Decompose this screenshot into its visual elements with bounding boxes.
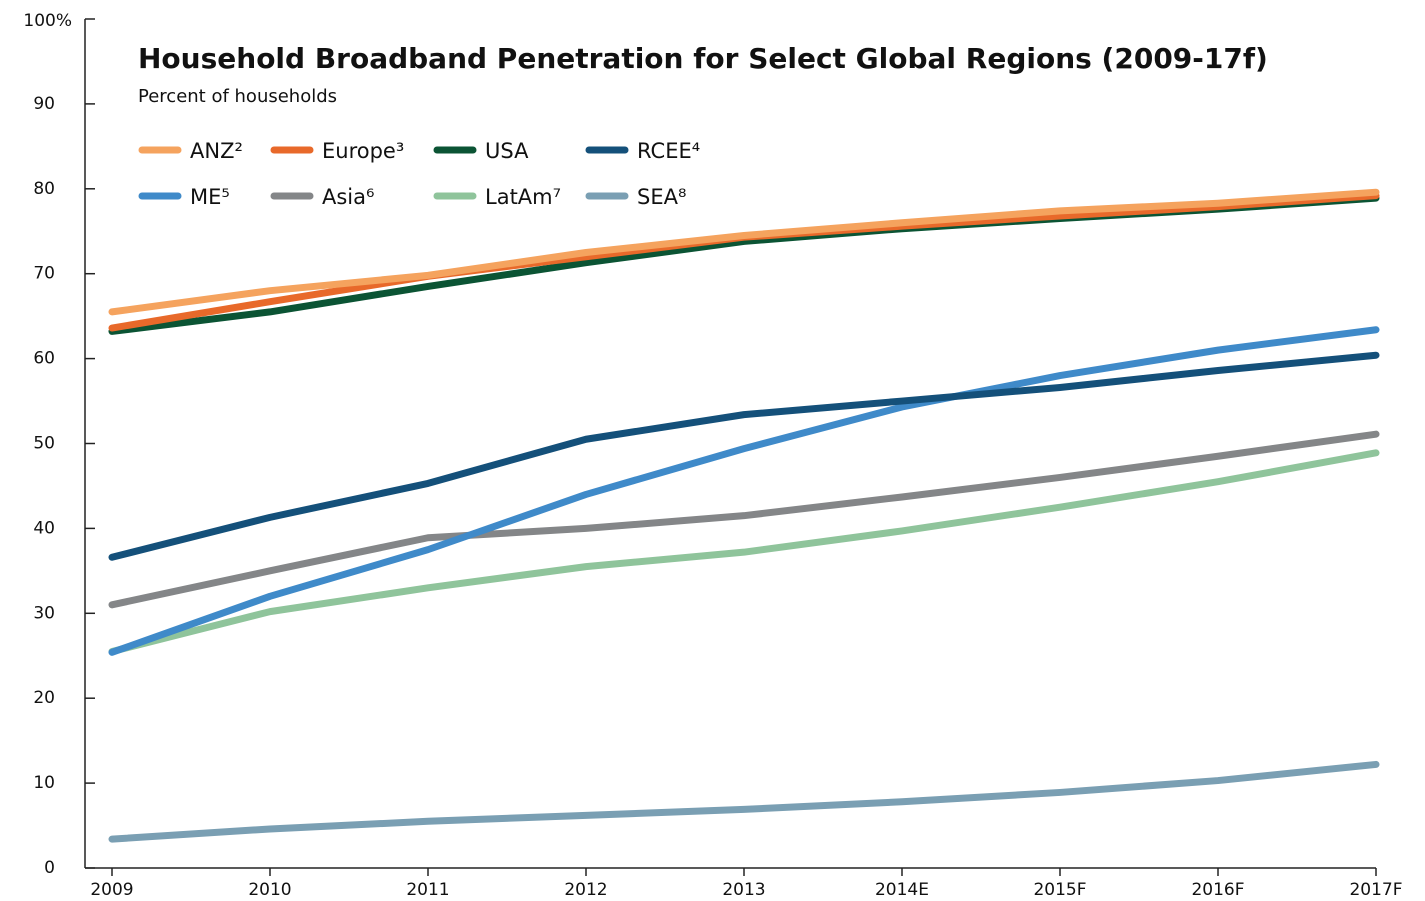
series-line: [108, 326, 1380, 656]
y-tick-label: 10: [33, 773, 55, 793]
y-tick-label: 30: [33, 603, 55, 623]
y-tick-label: 70: [33, 264, 55, 284]
x-tick-label: 2014E: [875, 880, 929, 900]
series-line: [108, 430, 1380, 609]
series-line: [108, 449, 1380, 656]
legend-label: ANZ²: [190, 139, 243, 163]
legend-label: USA: [485, 139, 529, 163]
x-tick-label: 2015F: [1033, 880, 1086, 900]
legend-label: Europe³: [322, 139, 404, 163]
y-tick-label: 0: [44, 858, 55, 878]
x-tick-label: 2010: [248, 880, 291, 900]
y-tick-label: 100%: [23, 11, 72, 31]
x-tick-label: 2009: [90, 880, 133, 900]
legend-label: Asia⁶: [322, 185, 374, 209]
series-line: [108, 760, 1380, 843]
y-tick-label: 50: [33, 434, 55, 454]
x-tick-label: 2011: [406, 880, 449, 900]
legend-label: SEA⁸: [637, 185, 686, 209]
legend-label: LatAm⁷: [485, 185, 561, 209]
y-tick-label: 80: [33, 179, 55, 199]
x-tick-label: 2017F: [1349, 880, 1402, 900]
series-line: [108, 351, 1380, 561]
chart-title: Household Broadband Penetration for Sele…: [138, 42, 1268, 75]
y-tick-label: 40: [33, 518, 55, 538]
x-tick-label: 2016F: [1191, 880, 1244, 900]
series-line: [108, 194, 1380, 335]
y-tick-label: 20: [33, 688, 55, 708]
series-line: [108, 188, 1380, 316]
x-tick-label: 2013: [722, 880, 765, 900]
legend-label: ME⁵: [190, 185, 230, 209]
legend-label: RCEE⁴: [637, 139, 700, 163]
y-tick-label: 60: [33, 349, 55, 369]
y-tick-label: 90: [33, 94, 55, 114]
chart-subtitle: Percent of households: [138, 86, 337, 107]
x-tick-label: 2012: [564, 880, 607, 900]
